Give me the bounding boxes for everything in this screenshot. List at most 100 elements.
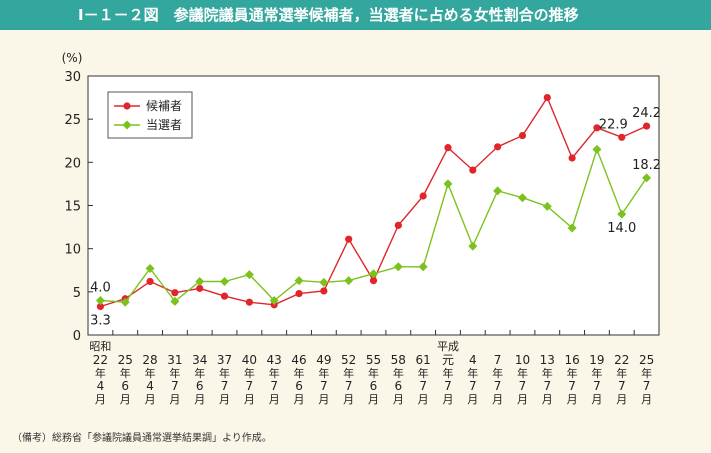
x-tick-month: 4 [97,379,105,393]
x-tick-month-suffix: 月 [269,393,280,406]
x-tick-month: 7 [171,379,179,393]
x-tick-year-suffix: 年 [467,366,478,380]
x-era-label: 平成 [437,340,459,353]
data-point [145,264,155,274]
y-tick-label: 10 [64,243,81,258]
y-tick-label: 5 [73,286,81,301]
legend-entry: 当選者 [114,118,182,132]
x-tick-year-suffix: 年 [244,366,255,380]
x-tick-month: 7 [345,379,353,393]
data-point [642,173,652,183]
data-point [171,289,179,297]
x-tick-month-suffix: 月 [641,393,652,406]
data-point [419,192,427,200]
x-tick-year-suffix: 年 [294,366,305,380]
x-tick-month: 4 [146,379,154,393]
data-point [468,241,478,251]
x-tick-month: 7 [270,379,278,393]
data-point [568,154,576,162]
x-tick-year-suffix: 年 [418,366,429,380]
x-tick-year: 22 [614,353,629,367]
x-tick-year-suffix: 年 [95,366,106,380]
data-point [369,269,378,279]
y-tick-label: 30 [64,70,81,85]
data-point [642,122,651,130]
data-point [269,295,279,305]
series-winners [95,144,652,307]
x-tick-year-suffix: 年 [169,366,180,380]
x-tick-month-suffix: 月 [442,393,453,406]
x-tick-year-suffix: 年 [442,366,453,380]
x-tick-month: 7 [444,379,452,393]
x-tick-month: 6 [370,379,378,393]
data-point [517,193,527,203]
x-tick-month: 7 [543,379,551,393]
x-axis: 昭和 平成22年4月25年6月28年4月31年7月34年6月37年7月40年7月4… [87,330,660,406]
x-tick-year: 55 [366,353,381,367]
x-tick-month: 7 [519,379,527,393]
x-tick-year-suffix: 年 [269,366,280,380]
data-point [567,223,577,233]
x-tick-year: 61 [416,353,431,367]
x-tick-year: 4 [469,353,477,367]
data-point [196,284,204,292]
y-tick-label: 20 [64,156,81,171]
x-tick-month: 7 [568,379,576,393]
x-tick-month-suffix: 月 [169,393,180,406]
x-tick-year: 25 [639,353,654,367]
x-tick-year-suffix: 年 [120,366,131,380]
series-group [95,93,652,311]
x-tick-year-suffix: 年 [219,366,230,380]
chart-area: (%) 0 5 10 15 20 25 30 昭和 平成 22 年 4 月 25 年 6 月 28 年 4 月 31 年 7 月… [0,30,711,425]
x-tick-year: 元 [442,353,454,367]
x-tick-year: 7 [494,353,502,367]
x-tick-month: 7 [469,379,477,393]
x-tick-month: 7 [593,379,601,393]
y-tick-label: 25 [64,113,81,128]
x-tick-year-suffix: 年 [616,366,627,380]
data-point [518,131,527,140]
x-tick-month: 7 [320,379,328,393]
x-tick-year-suffix: 年 [492,366,503,380]
x-tick-year: 58 [391,353,406,367]
chart-title: Ⅰ－１－２図 参議院議員通常選挙候補者，当選者に占める女性割合の推移 [0,0,711,30]
x-tick-year-suffix: 年 [368,366,379,380]
x-tick-year-suffix: 年 [591,366,602,380]
x-tick-month: 7 [643,379,651,393]
x-tick-month-suffix: 月 [418,393,429,406]
x-tick-month-suffix: 月 [343,393,354,406]
x-tick-month-suffix: 月 [194,393,205,406]
data-point [170,296,180,306]
data-point [295,289,303,298]
x-tick-month: 7 [246,379,254,393]
x-tick-month: 6 [395,379,403,393]
data-point [244,270,254,280]
legend-box [107,91,193,139]
data-point [319,277,329,287]
x-tick-year-suffix: 年 [641,366,652,380]
x-tick-month-suffix: 月 [542,393,553,406]
x-tick-year: 10 [515,353,530,367]
x-tick-year-suffix: 年 [318,366,329,380]
data-point [345,235,353,243]
data-point [146,277,154,286]
data-point [443,179,453,189]
data-point [320,287,328,295]
x-tick-month-suffix: 月 [145,393,156,406]
x-tick-month: 7 [494,379,502,393]
